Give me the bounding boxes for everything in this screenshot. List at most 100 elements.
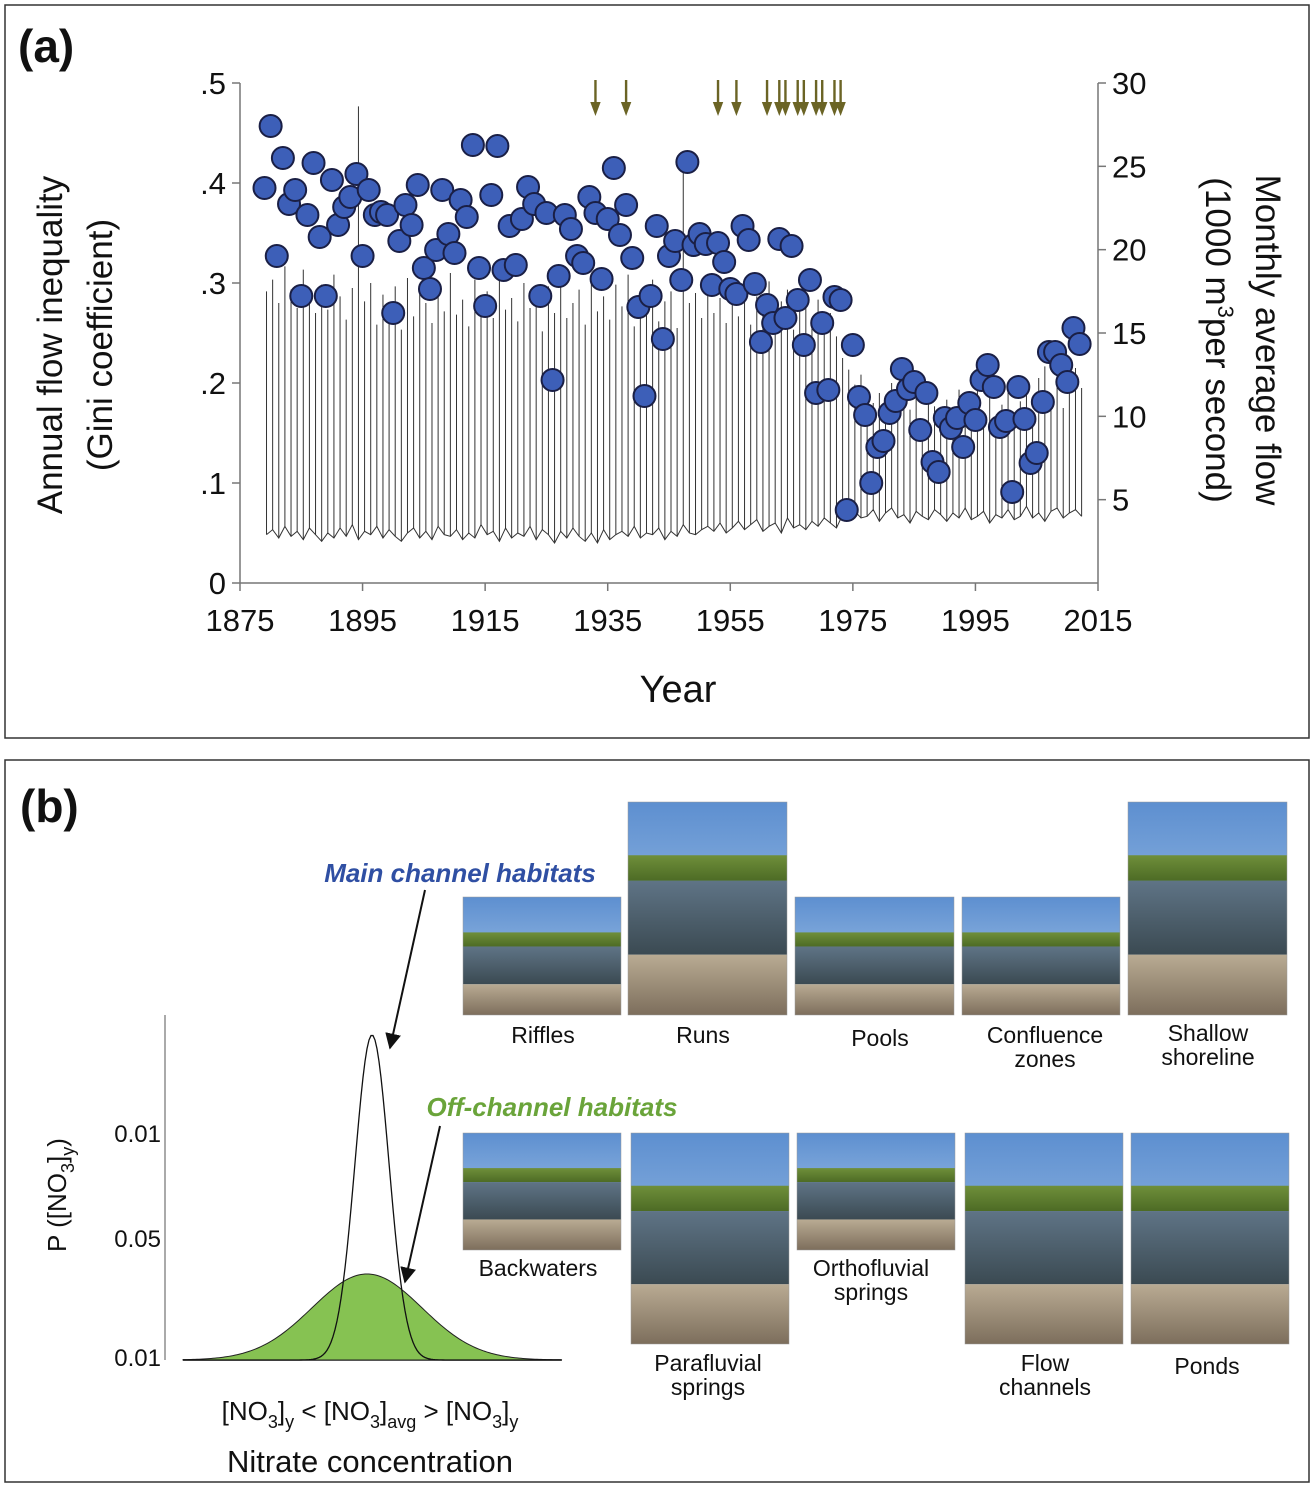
x-tick-label: 1955 [696, 603, 765, 638]
gini-point [669, 268, 694, 292]
photo-water [795, 946, 954, 985]
event-arrow [761, 80, 773, 116]
y2-axis-title: Monthly average flow [1248, 175, 1287, 506]
gini-point [632, 384, 657, 408]
gini-point [252, 176, 277, 200]
label-part: ] [502, 1396, 509, 1426]
gini-point [712, 250, 737, 274]
gini-point [258, 114, 283, 138]
flow-low-line [266, 505, 1082, 545]
gini-point [381, 301, 406, 325]
gini-point [270, 146, 295, 170]
gini-point [638, 284, 663, 308]
gini-point [840, 333, 865, 357]
photo-ground [1128, 954, 1287, 1015]
x-axis-title: Nitrate concentration [227, 1444, 513, 1479]
gini-point [467, 256, 492, 280]
photo-ground [463, 1219, 621, 1250]
photo-water [628, 880, 787, 955]
photo-trees [797, 1168, 955, 1183]
habitat-caption: shoreline [1161, 1044, 1254, 1070]
x-tick-label: 2015 [1064, 603, 1133, 638]
habitat-photo [1130, 1132, 1290, 1345]
panel-label: (b) [20, 780, 79, 832]
habitat-caption: springs [834, 1279, 908, 1305]
habitat-caption: springs [671, 1374, 745, 1400]
photo-water [965, 1211, 1123, 1285]
label-part: 3 [1213, 306, 1238, 318]
label-part: y [285, 1412, 294, 1432]
event-arrow [620, 80, 632, 116]
main-channel-curve [183, 1034, 561, 1361]
gini-point [528, 284, 553, 308]
event-arrow [835, 80, 846, 116]
gini-point [797, 268, 822, 292]
photo-water [463, 1182, 621, 1220]
panel-label: (a) [18, 20, 74, 72]
habitat-caption: Backwaters [479, 1255, 598, 1281]
gini-point [1006, 375, 1031, 399]
x-tick-label: 1935 [573, 603, 642, 638]
y-tick-label: 0.01 [114, 1121, 161, 1148]
photo-ground [463, 984, 621, 1015]
photo-water [962, 946, 1120, 985]
gini-point [981, 375, 1006, 399]
y2-tick-label: 15 [1112, 316, 1146, 351]
gini-point [430, 178, 455, 202]
gini-point [473, 294, 498, 318]
label-part: per second) [1198, 318, 1237, 503]
gini-point [748, 330, 773, 354]
label-part: < [NO [294, 1396, 370, 1426]
gini-point [485, 134, 510, 158]
gini-point [816, 378, 841, 402]
gini-point [454, 205, 479, 229]
photo-ground [1131, 1284, 1289, 1344]
panel-a-frame [4, 4, 1310, 739]
gini-point [503, 253, 528, 277]
habitat-caption: Orthofluvial [813, 1255, 929, 1281]
y-tick-label: .5 [200, 66, 226, 101]
gini-point [773, 306, 798, 330]
label-part: ] [380, 1396, 387, 1426]
y-axis-title: P ([NO3]y) [42, 1138, 78, 1252]
gini-point [601, 156, 626, 180]
gini-point [307, 225, 332, 249]
label-part: y [509, 1412, 518, 1432]
photo-trees [965, 1185, 1123, 1212]
photo-ground [795, 984, 954, 1015]
habitat-photo [961, 896, 1121, 1016]
gini-point [589, 267, 614, 291]
event-arrow [712, 80, 724, 116]
y2-tick-label: 30 [1112, 66, 1146, 101]
photo-trees [1128, 855, 1287, 881]
gini-point [975, 353, 1000, 377]
gini-point [295, 203, 320, 227]
photo-water [463, 946, 621, 985]
label-part: 3 [268, 1412, 278, 1432]
habitat-photo [796, 1132, 956, 1251]
event-arrow [780, 80, 791, 116]
photo-trees [962, 932, 1120, 947]
photo-frame [796, 1132, 956, 1251]
photo-ground [797, 1219, 955, 1250]
gini-point [650, 327, 675, 351]
habitat-photo [964, 1132, 1124, 1345]
x-tick-label: 1975 [818, 603, 887, 638]
photo-trees [631, 1185, 789, 1212]
gini-point [313, 284, 338, 308]
annotation-arrow [385, 889, 426, 1050]
gini-point [828, 288, 853, 312]
gini-point [417, 277, 442, 301]
habitat-caption: zones [1014, 1046, 1075, 1072]
photo-frame [462, 896, 622, 1016]
gini-point [571, 251, 596, 275]
photo-water [1128, 880, 1287, 955]
habitat-photo [462, 1132, 622, 1251]
gini-point [951, 435, 976, 459]
gini-point [859, 471, 884, 495]
photo-trees [463, 1168, 621, 1183]
gini-point [301, 151, 326, 175]
label-part: 3 [58, 1163, 78, 1173]
label-part: avg [387, 1412, 416, 1432]
habitat-caption: Confluence [987, 1022, 1103, 1048]
